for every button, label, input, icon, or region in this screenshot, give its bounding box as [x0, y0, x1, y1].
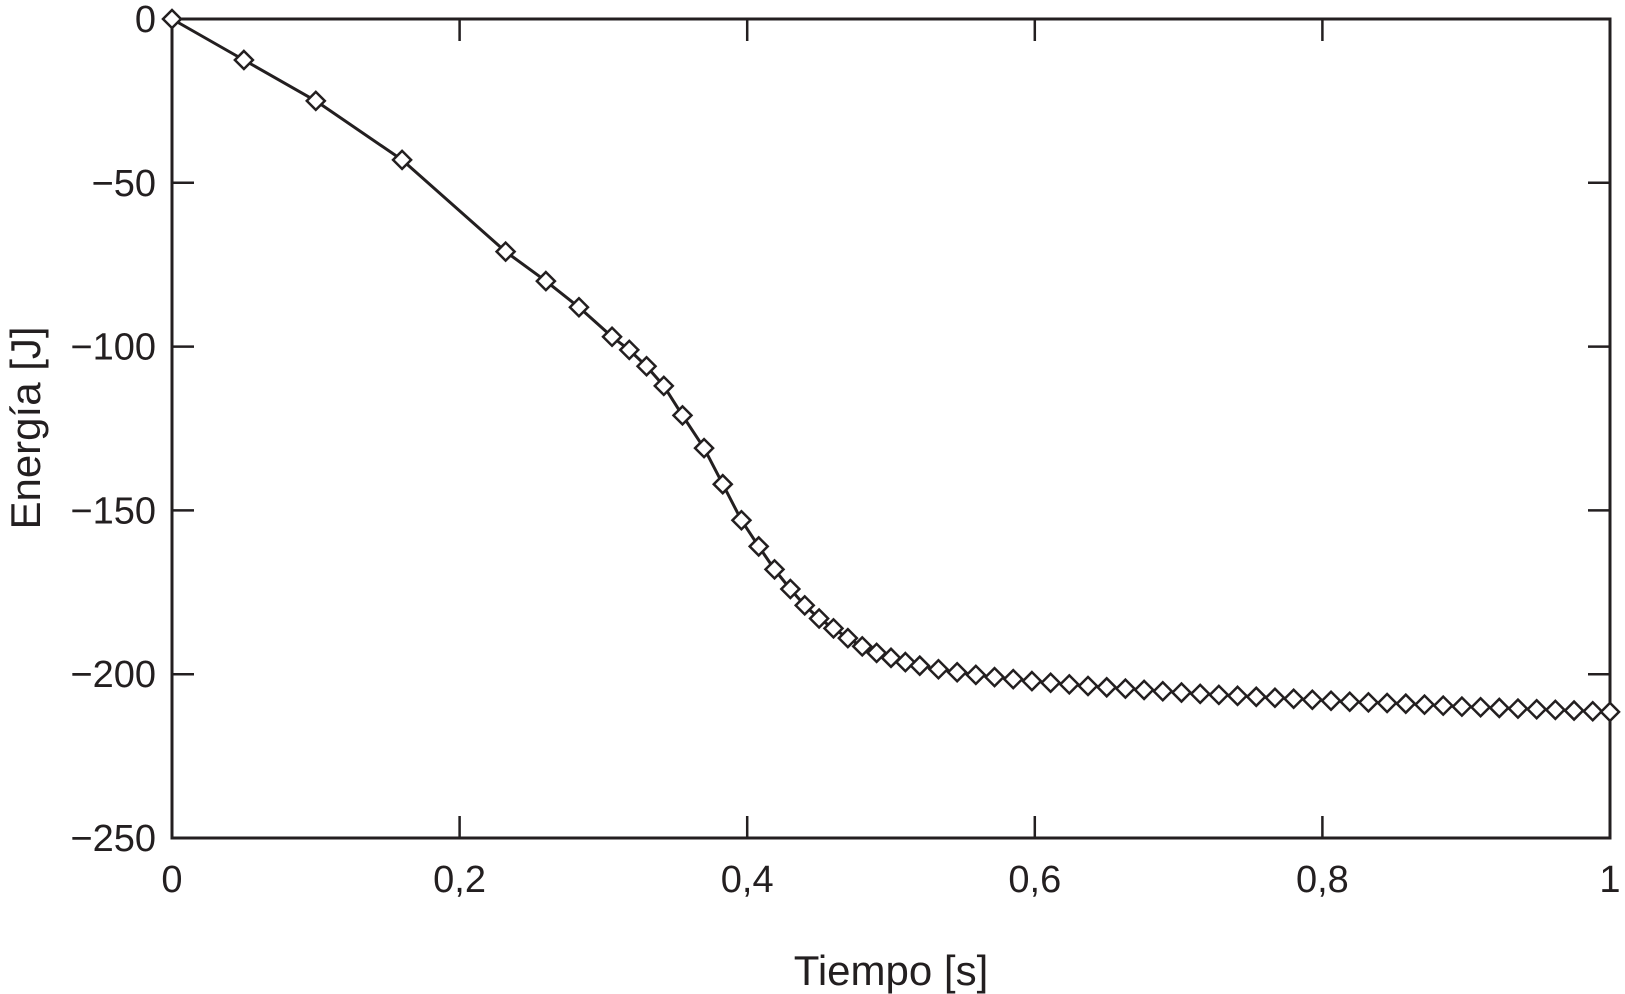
- data-point-diamond: [568, 296, 590, 319]
- data-point-diamond: [1413, 693, 1436, 716]
- y-tick-label: −50: [92, 163, 156, 205]
- data-point-diamond: [1002, 668, 1024, 690]
- data-point-diamond: [1208, 684, 1230, 706]
- data-point-diamond: [671, 404, 694, 427]
- data-point-diamond: [1599, 701, 1621, 723]
- data-point-diamond: [1320, 689, 1342, 712]
- data-point-diamond: [1376, 692, 1398, 714]
- data-point-diamond: [233, 49, 255, 71]
- data-point-diamond: [1226, 685, 1249, 707]
- series-line: [171, 17, 1611, 714]
- y-tick-label: −150: [70, 490, 156, 532]
- data-point-diamond: [1581, 700, 1604, 722]
- data-point-diamond: [1021, 670, 1043, 692]
- data-point-diamond: [1282, 688, 1305, 710]
- series-energy: [161, 8, 1621, 723]
- data-point-diamond: [1357, 691, 1380, 714]
- x-tick-label: 1: [1599, 859, 1620, 901]
- data-point-diamond: [1114, 677, 1137, 700]
- data-point-diamond: [1544, 699, 1567, 721]
- data-point-diamond: [535, 270, 557, 292]
- data-point-diamond: [779, 578, 802, 600]
- data-point-diamond: [1077, 675, 1099, 697]
- data-point-diamond: [965, 664, 987, 686]
- data-point-diamond: [1095, 676, 1118, 699]
- data-point-diamond: [1338, 690, 1361, 713]
- data-point-diamond: [1432, 694, 1454, 717]
- data-point-diamond: [822, 617, 845, 640]
- data-point-diamond: [793, 594, 816, 617]
- data-point-diamond: [1301, 688, 1324, 711]
- data-point-diamond: [1152, 680, 1174, 703]
- data-point-diamond: [730, 509, 753, 531]
- data-point-diamond: [1264, 687, 1286, 709]
- data-point-diamond: [305, 90, 327, 112]
- data-point-diamond: [1058, 673, 1081, 696]
- data-point-diamond: [946, 661, 968, 684]
- y-tick-label: −200: [70, 654, 156, 696]
- data-point-diamond: [1039, 671, 1062, 694]
- data-point-diamond: [1525, 698, 1548, 721]
- data-point-diamond: [1488, 697, 1511, 719]
- data-point-diamond: [1170, 681, 1193, 704]
- data-point-diamond: [1245, 686, 1268, 708]
- data-point-diamond: [391, 149, 413, 171]
- x-tick-label: 0,2: [433, 859, 486, 901]
- x-tick-label: 0,6: [1008, 859, 1061, 901]
- data-point-diamond: [908, 654, 931, 677]
- y-tick-label: −250: [70, 818, 156, 860]
- data-point-diamond: [635, 355, 658, 378]
- data-point-diamond: [653, 375, 675, 397]
- data-point-diamond: [927, 658, 950, 681]
- data-point-diamond: [1395, 692, 1417, 715]
- data-point-diamond: [894, 651, 917, 673]
- data-point-diamond: [983, 666, 1006, 688]
- plot-frame: [170, 17, 1612, 840]
- y-tick-label: −100: [70, 327, 156, 369]
- x-tick-label: 0: [161, 859, 182, 901]
- data-point-diamond: [763, 558, 786, 581]
- data-point-diamond: [618, 339, 641, 361]
- x-tick-label: 0,4: [721, 859, 774, 901]
- data-point-diamond: [808, 607, 830, 630]
- y-axis-ticks: 0 −50 −100 −150 −200 −250: [70, 0, 1610, 860]
- x-tick-label: 0,8: [1296, 859, 1349, 901]
- x-axis-ticks: 0 0,2 0,4 0,6 0,8 1: [161, 19, 1621, 901]
- data-point-diamond: [601, 326, 623, 348]
- data-point-diamond: [1133, 679, 1155, 701]
- data-point-diamond: [1189, 683, 1211, 705]
- x-axis-title: Tiempo [s]: [794, 947, 989, 994]
- data-point-diamond: [693, 437, 715, 459]
- y-tick-label: 0: [135, 0, 156, 41]
- data-point-diamond: [161, 8, 183, 30]
- data-point-diamond: [1563, 699, 1585, 722]
- data-point-diamond: [494, 240, 517, 263]
- data-point-diamond: [711, 473, 734, 495]
- data-point-diamond: [851, 635, 874, 658]
- y-axis-title: Energía [J]: [2, 326, 49, 529]
- data-point-diamond: [837, 627, 859, 649]
- data-point-diamond: [747, 535, 770, 558]
- data-point-diamond: [1507, 697, 1529, 720]
- data-point-diamond: [1451, 695, 1473, 718]
- data-point-diamond: [1469, 696, 1492, 719]
